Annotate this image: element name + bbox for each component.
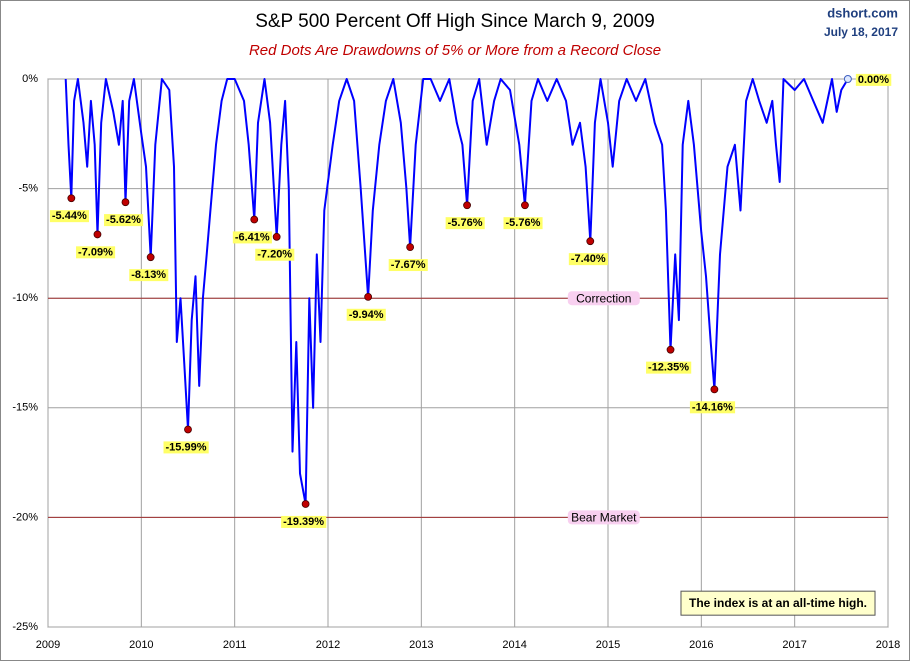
data-label-bg: [503, 217, 543, 230]
y-tick-label: -15%: [12, 402, 38, 414]
data-label-bg: [104, 214, 144, 227]
reference-label: Correction: [576, 291, 631, 305]
data-label: -5.76%: [506, 217, 541, 229]
y-tick-label: -10%: [12, 292, 38, 304]
data-label: -5.76%: [448, 217, 483, 229]
data-label: -9.94%: [349, 309, 384, 321]
x-tick-label: 2016: [689, 639, 713, 651]
drawdown-dot: [666, 345, 675, 354]
chart-subtitle: Red Dots Are Drawdowns of 5% or More fro…: [249, 42, 661, 59]
drawdown-dot: [586, 237, 595, 246]
x-tick-label: 2015: [596, 639, 620, 651]
data-label: -7.40%: [571, 253, 606, 265]
drawdown-dot: [463, 201, 471, 210]
data-label: -5.62%: [106, 214, 141, 226]
drawdown-dot: [250, 215, 259, 224]
data-label: -19.39%: [283, 516, 324, 528]
latest-dot: [843, 75, 852, 83]
drawdown-dot: [93, 230, 102, 239]
drawdown-dot: [67, 194, 76, 203]
reference-label: Bear Market: [571, 511, 637, 525]
data-label: -14.16%: [692, 401, 733, 413]
x-tick-label: 2017: [782, 639, 806, 651]
chart-title: S&P 500 Percent Off High Since March 9, …: [255, 11, 655, 32]
drawdown-dot: [406, 243, 415, 252]
data-label-bg: [163, 441, 209, 454]
drawdown-dot: [521, 201, 529, 210]
data-label-bg: [568, 253, 608, 266]
y-tick-label: 0%: [22, 73, 38, 85]
x-tick-label: 2009: [36, 639, 60, 651]
note: The index is at an all-time high.: [689, 596, 867, 610]
y-tick-label: -25%: [12, 621, 38, 633]
note-box: [680, 590, 876, 616]
data-label-bg: [49, 210, 89, 223]
date: July 18, 2017: [824, 25, 898, 39]
data-label-bg: [255, 248, 295, 261]
x-tick-label: 2011: [223, 639, 247, 651]
data-label: -7.67%: [391, 259, 426, 271]
data-label-bg: [281, 515, 327, 528]
drawdown-dot: [710, 385, 719, 394]
x-tick-label: 2013: [409, 639, 433, 651]
data-label-bg: [646, 361, 692, 374]
x-tick-label: 2018: [876, 639, 900, 651]
data-label: -8.13%: [131, 269, 166, 281]
data-label: 0.00%: [858, 74, 889, 86]
data-label: -12.35%: [648, 362, 689, 374]
data-label-bg: [689, 401, 736, 414]
data-label: -7.09%: [78, 246, 113, 258]
line: [64, 78, 849, 505]
data-label: -5.44%: [52, 210, 87, 222]
data-label-bg: [855, 73, 892, 86]
data-label-bg: [232, 231, 272, 244]
drawdown-dot: [301, 500, 310, 508]
data-label-bg: [388, 259, 428, 272]
x-tick-label: 2014: [502, 639, 526, 651]
data-label-bg: [445, 217, 485, 230]
drawdown-dot: [121, 198, 130, 207]
reference-label-bg: [567, 510, 640, 525]
y-tick-label: -20%: [12, 511, 38, 523]
data-label: -6.41%: [235, 231, 270, 243]
data-label: -7.20%: [257, 249, 292, 261]
data-label-bg: [129, 269, 169, 282]
x-tick-label: 2010: [129, 639, 153, 651]
drawdown-dot: [146, 253, 155, 262]
y-tick-label: -5%: [18, 183, 38, 195]
reference-label-bg: [567, 291, 640, 306]
drawdown-dot: [364, 292, 373, 301]
x-tick-label: 2012: [316, 639, 340, 651]
data-label-bg: [346, 308, 386, 321]
data-label-bg: [76, 246, 116, 259]
drawdown-dot: [272, 232, 281, 241]
data-label: -15.99%: [166, 441, 207, 453]
source: dshort.com: [827, 5, 898, 20]
drawdown-dot: [184, 425, 192, 434]
